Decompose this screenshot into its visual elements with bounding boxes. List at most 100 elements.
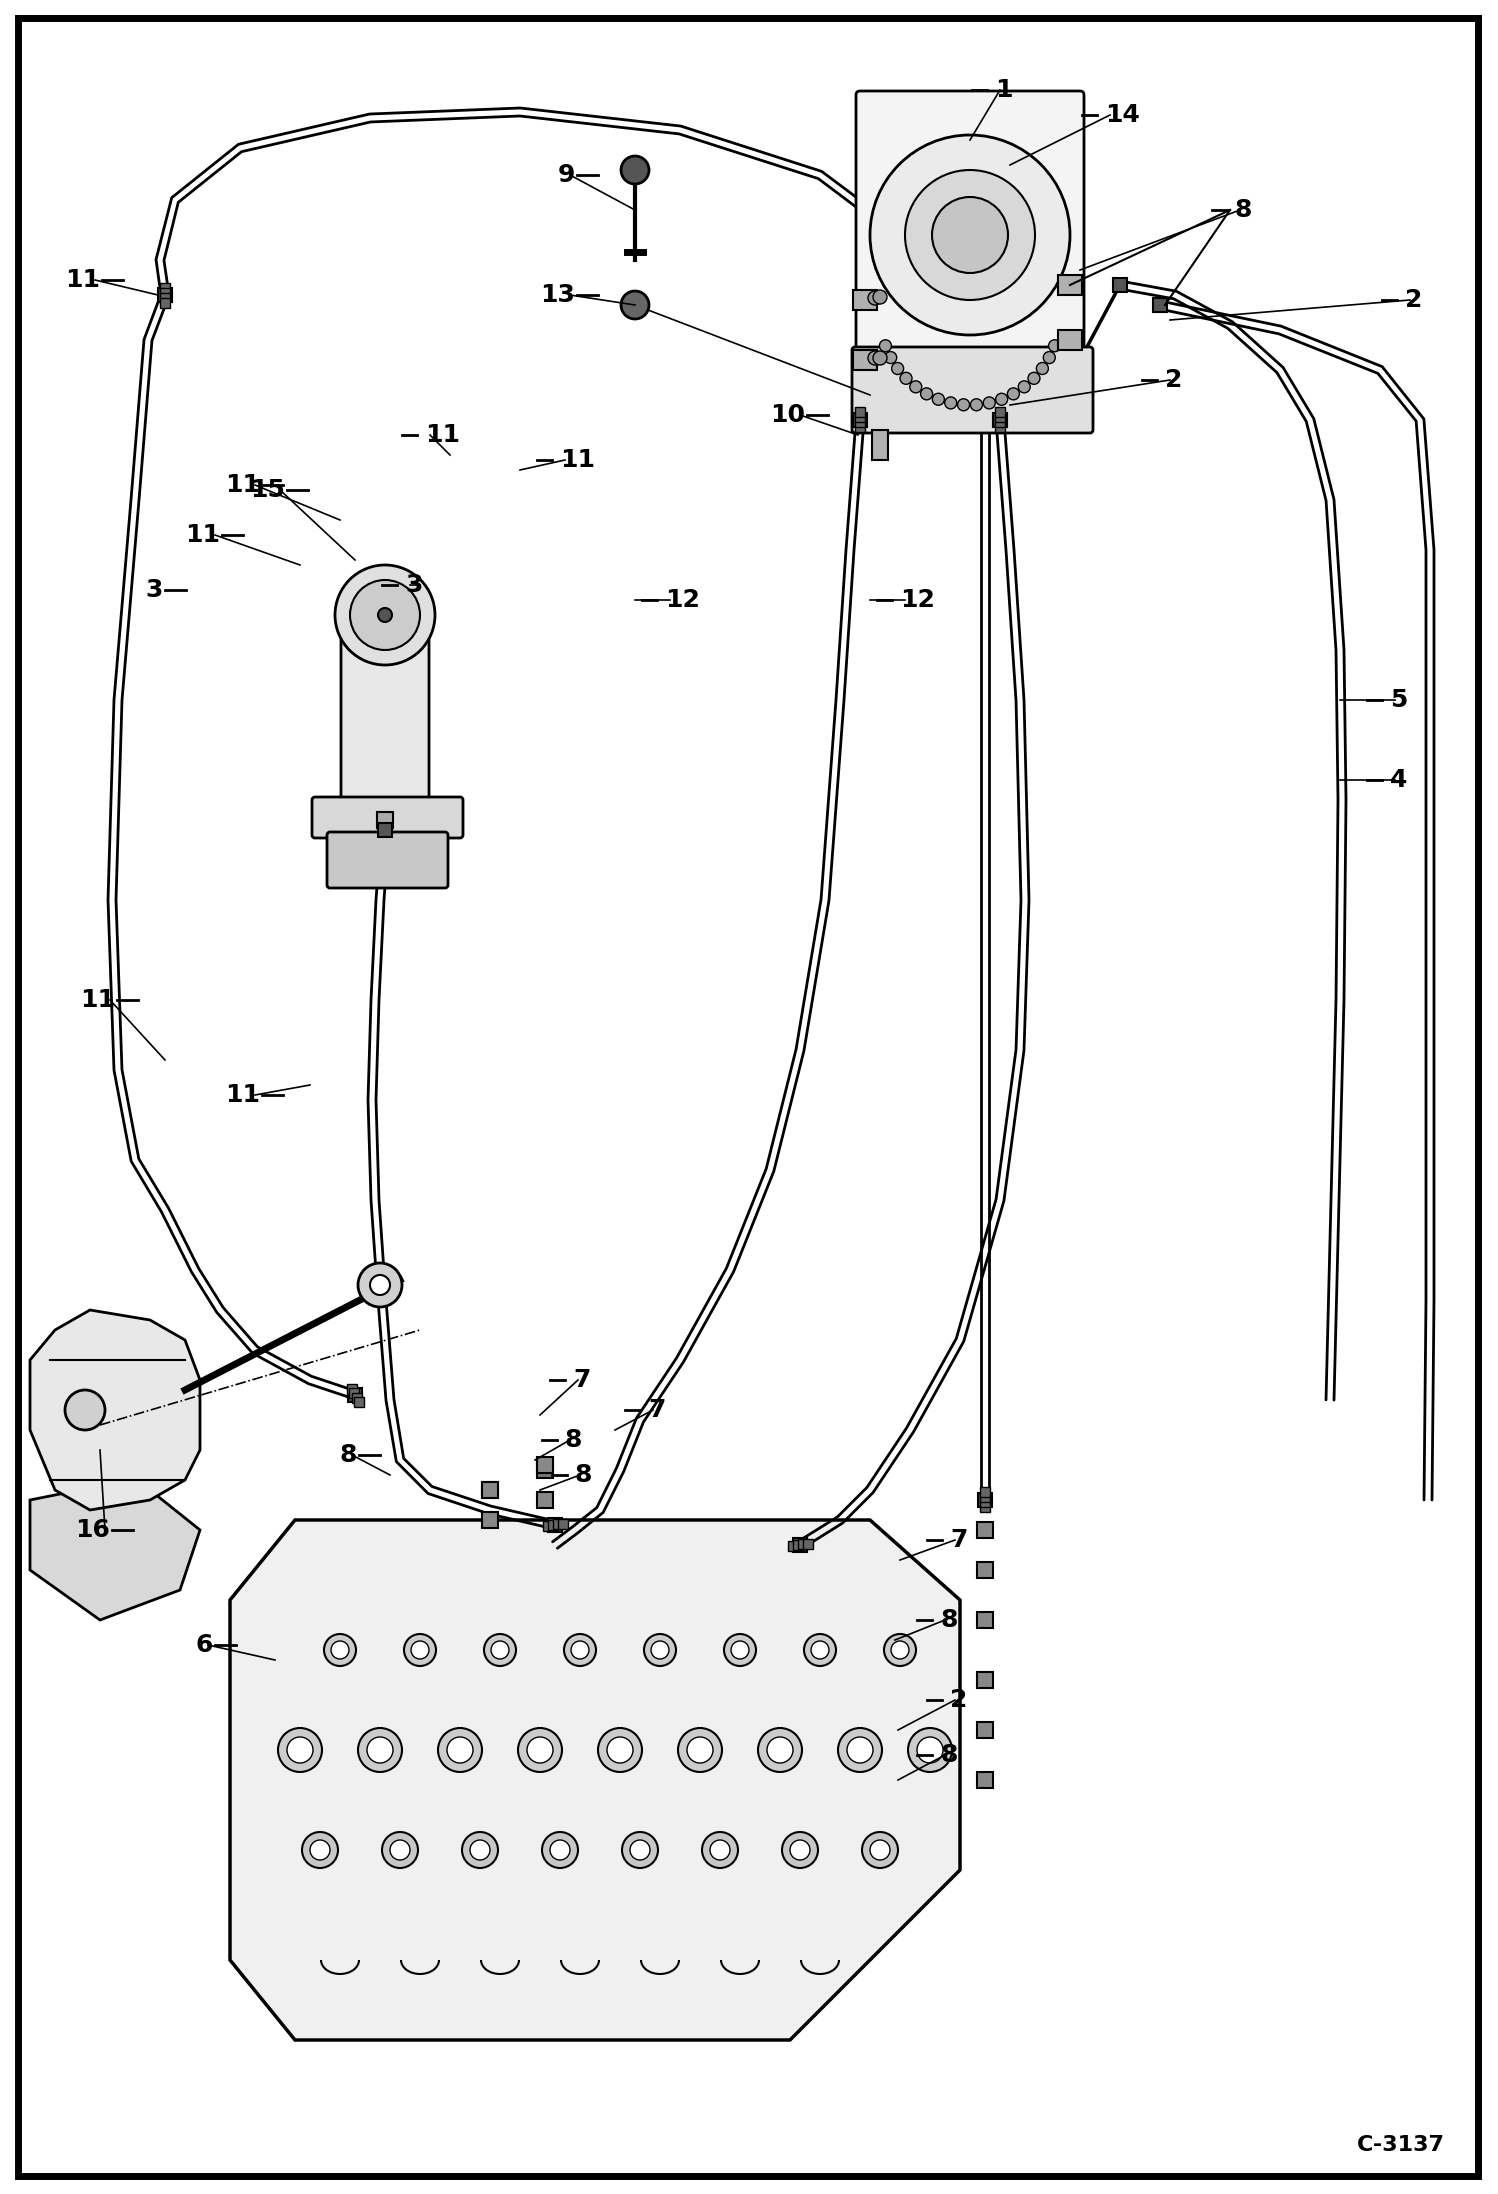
Bar: [855, 412, 864, 421]
Text: 11: 11: [184, 522, 220, 546]
Bar: [354, 1398, 364, 1406]
Circle shape: [710, 1841, 730, 1861]
Circle shape: [703, 1832, 739, 1867]
Circle shape: [331, 1641, 349, 1659]
Bar: [995, 412, 1005, 421]
Circle shape: [1043, 351, 1055, 364]
Circle shape: [724, 1635, 756, 1665]
Circle shape: [758, 1729, 801, 1773]
Circle shape: [983, 397, 995, 408]
FancyBboxPatch shape: [327, 832, 448, 889]
Bar: [980, 1496, 990, 1507]
Circle shape: [867, 292, 882, 305]
Circle shape: [891, 362, 903, 375]
Bar: [977, 1613, 993, 1628]
Text: 1: 1: [995, 79, 1013, 101]
Bar: [977, 1722, 993, 1738]
Bar: [852, 412, 867, 428]
Text: 11: 11: [225, 1084, 261, 1108]
Circle shape: [437, 1729, 482, 1773]
Bar: [482, 1512, 497, 1527]
Circle shape: [382, 1832, 418, 1867]
Bar: [348, 1389, 363, 1402]
Bar: [993, 412, 1007, 428]
Circle shape: [336, 566, 434, 665]
Bar: [872, 430, 888, 461]
Circle shape: [631, 1841, 650, 1861]
Bar: [553, 1520, 563, 1529]
FancyBboxPatch shape: [855, 90, 1085, 408]
Bar: [346, 1384, 357, 1393]
Circle shape: [358, 1264, 401, 1308]
Bar: [980, 1492, 990, 1503]
Text: 8: 8: [575, 1463, 592, 1488]
Circle shape: [891, 1641, 909, 1659]
Circle shape: [607, 1738, 634, 1764]
Text: 7: 7: [950, 1527, 968, 1551]
Polygon shape: [30, 1310, 201, 1509]
Circle shape: [527, 1738, 553, 1764]
Circle shape: [782, 1832, 818, 1867]
Circle shape: [377, 608, 392, 623]
Circle shape: [679, 1729, 722, 1773]
Bar: [792, 1538, 807, 1551]
Bar: [855, 421, 864, 432]
Circle shape: [358, 1729, 401, 1773]
Text: 13: 13: [541, 283, 575, 307]
Circle shape: [945, 397, 957, 408]
Circle shape: [873, 351, 887, 364]
Circle shape: [622, 156, 649, 184]
Text: 14: 14: [1106, 103, 1140, 127]
Bar: [482, 1481, 497, 1499]
Text: 9: 9: [557, 162, 575, 186]
Circle shape: [410, 1641, 428, 1659]
Bar: [977, 1773, 993, 1788]
Circle shape: [518, 1729, 562, 1773]
Circle shape: [310, 1841, 330, 1861]
Bar: [995, 421, 1005, 432]
Circle shape: [1049, 340, 1061, 351]
Polygon shape: [30, 1490, 201, 1619]
Circle shape: [622, 292, 649, 318]
Bar: [536, 1457, 553, 1472]
Text: 10: 10: [770, 404, 804, 428]
Text: 11: 11: [425, 423, 460, 448]
Bar: [377, 812, 392, 827]
Circle shape: [389, 1841, 410, 1861]
Circle shape: [957, 399, 969, 410]
Circle shape: [932, 197, 1008, 272]
Circle shape: [367, 1738, 392, 1764]
Bar: [536, 1461, 553, 1479]
Circle shape: [810, 1641, 828, 1659]
Circle shape: [846, 1738, 873, 1764]
Text: 11: 11: [79, 987, 115, 1011]
Circle shape: [688, 1738, 713, 1764]
Text: 11: 11: [560, 448, 595, 472]
Bar: [977, 1523, 993, 1538]
Bar: [349, 1389, 360, 1398]
Bar: [377, 823, 392, 836]
Circle shape: [491, 1641, 509, 1659]
Circle shape: [870, 136, 1070, 336]
Bar: [548, 1518, 562, 1531]
Circle shape: [461, 1832, 497, 1867]
Text: 8: 8: [565, 1428, 583, 1452]
Text: 5: 5: [1390, 689, 1408, 713]
Text: 3: 3: [145, 577, 163, 601]
Circle shape: [905, 169, 1035, 301]
Bar: [536, 1492, 553, 1507]
Bar: [792, 1540, 803, 1551]
Bar: [1113, 279, 1126, 292]
Circle shape: [1019, 382, 1031, 393]
Circle shape: [917, 1738, 944, 1764]
Circle shape: [565, 1635, 596, 1665]
Circle shape: [879, 340, 891, 351]
Text: 8: 8: [941, 1742, 957, 1766]
Bar: [977, 1672, 993, 1687]
Bar: [482, 1481, 497, 1499]
Circle shape: [404, 1635, 436, 1665]
Circle shape: [867, 351, 882, 364]
Bar: [557, 1518, 568, 1529]
Circle shape: [64, 1391, 105, 1430]
Circle shape: [921, 388, 933, 399]
